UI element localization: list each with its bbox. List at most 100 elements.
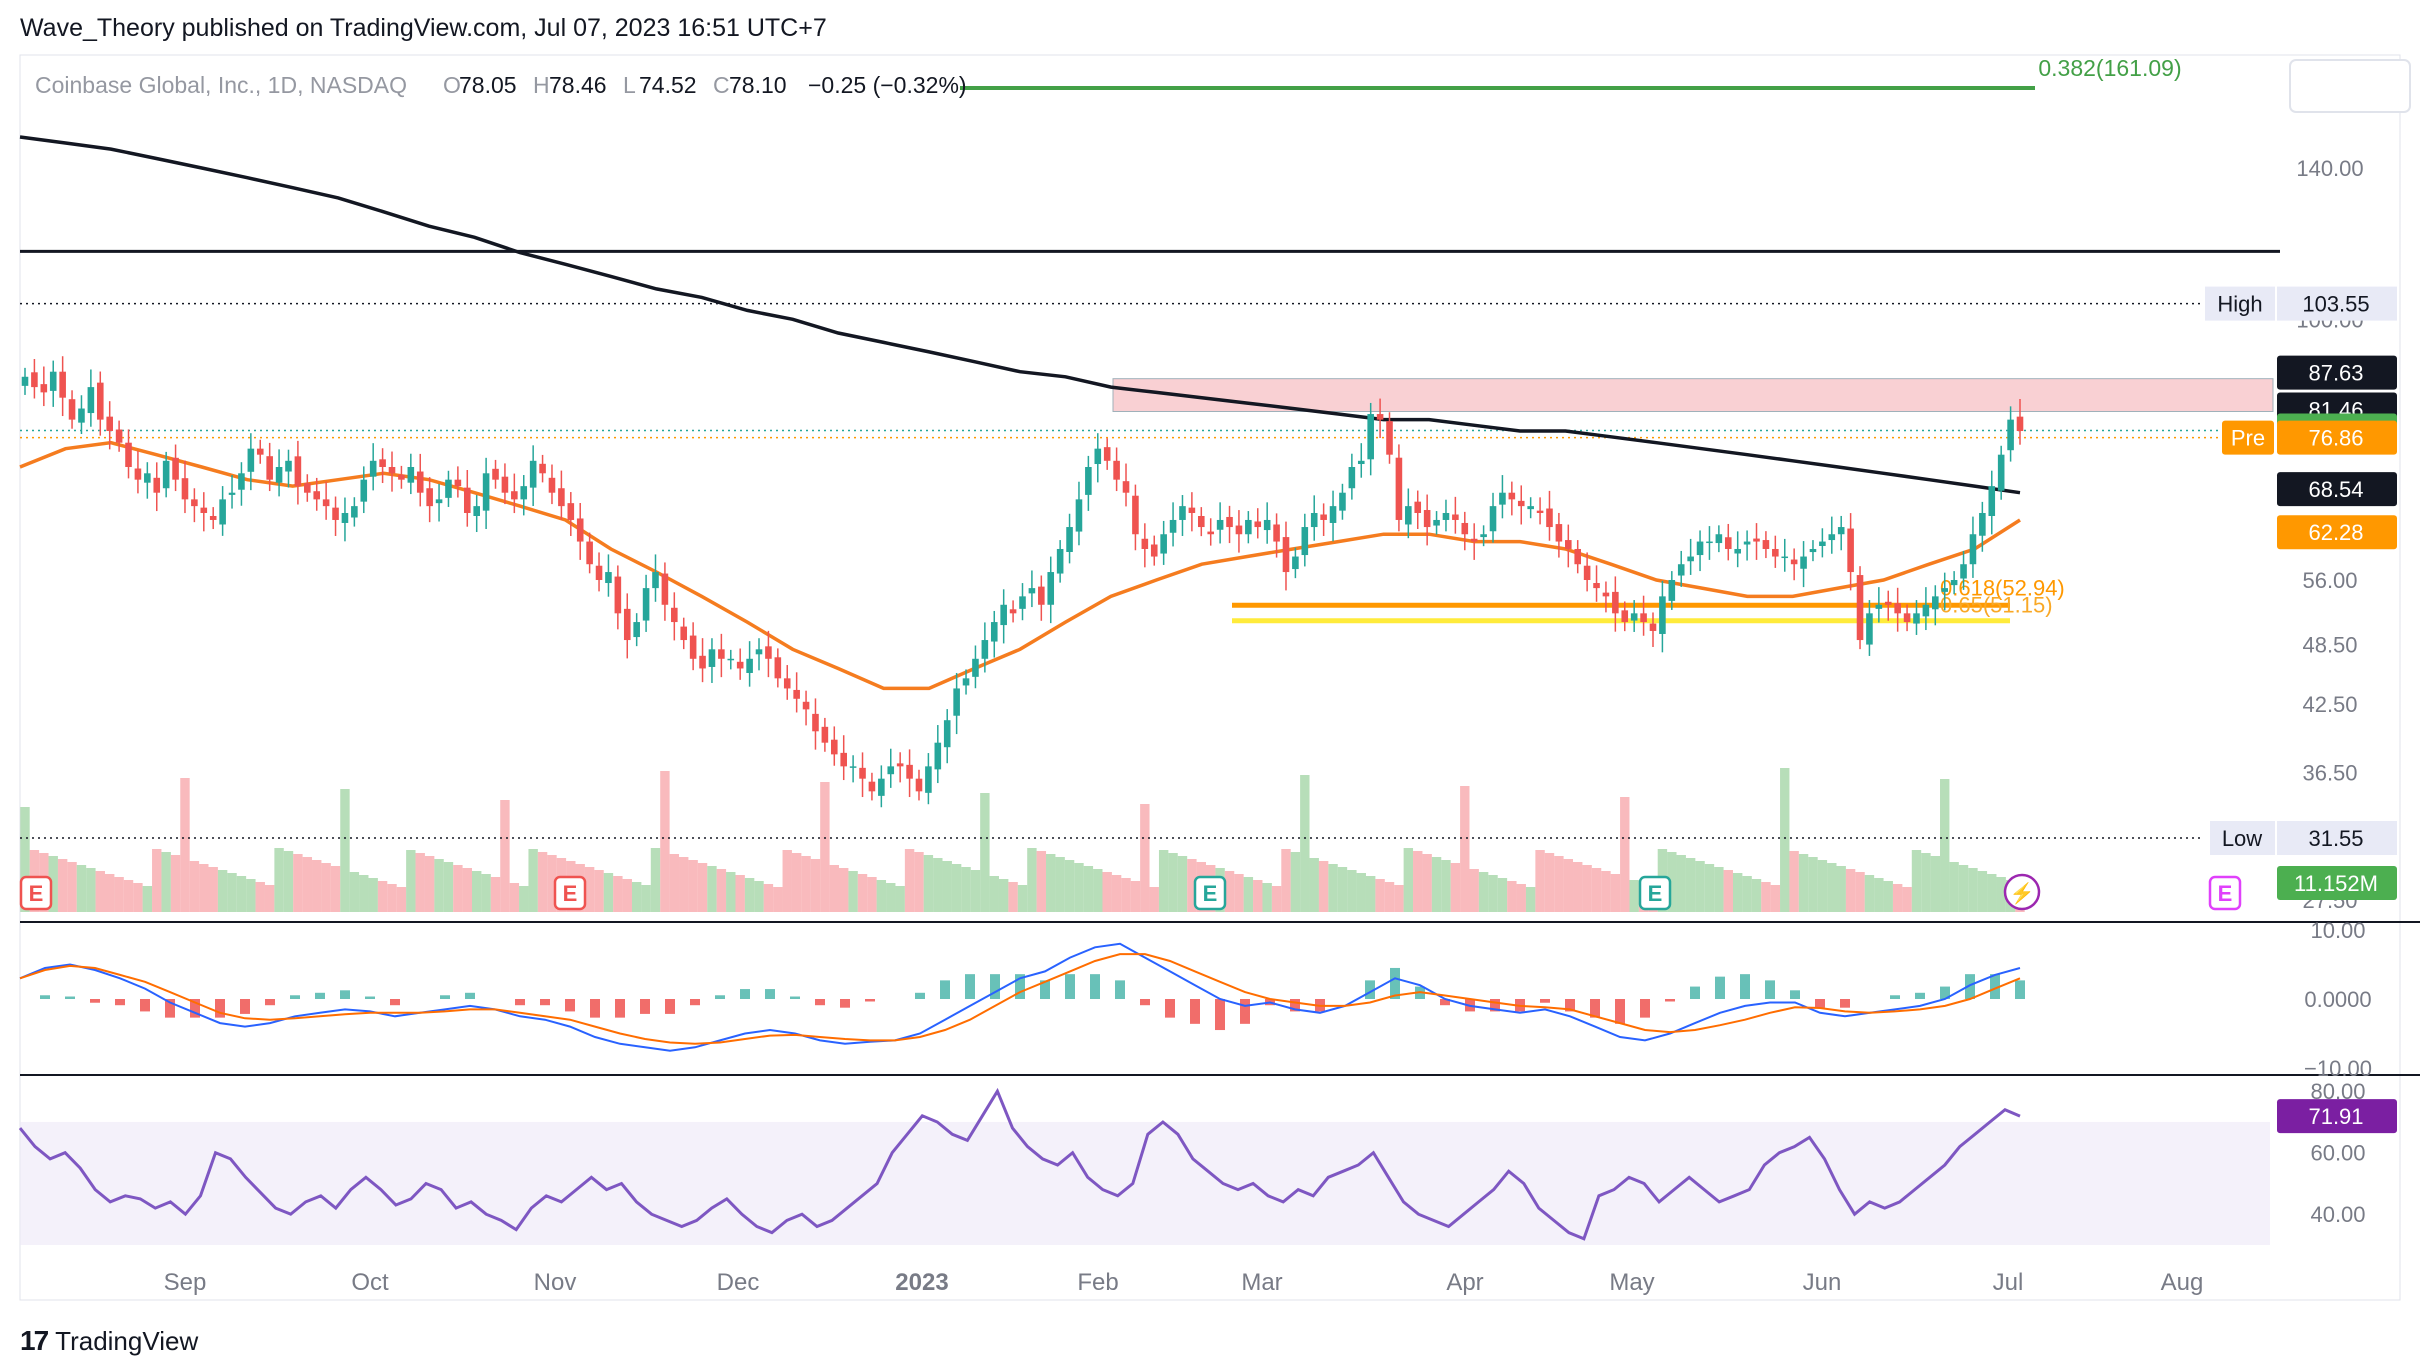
volume-bar	[820, 782, 830, 912]
candle-body	[1640, 613, 1647, 623]
volume-bar	[537, 852, 548, 912]
candle-body	[1696, 541, 1704, 556]
volume-bar	[1930, 856, 1941, 912]
volume-bar	[1817, 860, 1828, 912]
candle-body	[934, 742, 942, 770]
volume-bar	[1629, 880, 1639, 912]
candle-body	[1809, 548, 1817, 553]
volume-bar	[1911, 850, 1922, 912]
volume-bar	[443, 862, 454, 912]
volume-bar	[57, 859, 68, 912]
volume-bar	[613, 876, 623, 912]
volume-bar	[1780, 768, 1790, 912]
volume-bar	[1573, 862, 1583, 912]
candle-body	[793, 689, 800, 699]
candle-body	[736, 661, 744, 669]
volume-bar	[735, 875, 745, 912]
candle-body	[1348, 467, 1356, 489]
volume-bar	[801, 856, 811, 912]
volume-bar	[170, 855, 181, 912]
volume-bar	[1046, 854, 1056, 912]
price-tag-bg	[2277, 420, 2397, 455]
rsi-tag-bg	[2277, 1099, 2397, 1134]
ohlc-key: L	[623, 72, 636, 98]
earnings-marker	[19, 875, 53, 911]
volume-bar	[1582, 865, 1592, 912]
candle-body	[1075, 499, 1083, 532]
dividend-bolt-icon	[2003, 873, 2041, 911]
volume-bar	[1516, 884, 1526, 912]
macd-axis-label: 10.00	[2310, 918, 2365, 943]
volume-bar	[1384, 882, 1395, 912]
volume-bar	[594, 870, 604, 912]
volume-bar	[453, 865, 463, 912]
candle-body	[1461, 522, 1469, 535]
candle-body	[1169, 519, 1177, 533]
volume-bar	[1836, 866, 1846, 912]
candle-body	[351, 506, 358, 518]
macd-histogram-bar	[765, 989, 775, 999]
candle-body	[915, 778, 923, 792]
macd-histogram-bar	[565, 999, 575, 1012]
volume-bar	[951, 864, 962, 912]
candle-body	[144, 473, 151, 483]
candle-body	[1122, 481, 1130, 493]
chart-area[interactable]: 140.00100.0056.0048.5042.5036.5027.50Sep…	[0, 0, 2430, 1320]
volume-bar	[650, 848, 661, 912]
volume-bar	[152, 849, 162, 912]
candle-body	[1884, 601, 1892, 605]
macd-histogram-bar	[540, 999, 550, 1006]
volume-bar	[1855, 872, 1865, 912]
candle-body	[953, 688, 960, 716]
y-axis-tick-label: 56.00	[2302, 568, 2357, 593]
volume-bar	[1949, 862, 1959, 912]
volume-bar	[669, 854, 680, 912]
candle-body	[398, 474, 405, 480]
publisher-header: Wave_Theory published on TradingView.com…	[20, 14, 827, 42]
ma200-line	[19, 135, 2021, 495]
macd-histogram-bar	[1140, 999, 1150, 1006]
candle-body	[1583, 565, 1591, 581]
volume-bar	[1845, 869, 1856, 912]
candle-body	[1329, 506, 1337, 523]
volume-bar	[989, 876, 999, 912]
volume-tag-value: 11.152M	[2294, 871, 2378, 896]
macd-histogram-bar	[715, 995, 725, 999]
candle-body	[821, 726, 829, 743]
volume-bar	[67, 862, 77, 912]
candle-body	[925, 766, 932, 793]
candle-body	[1056, 548, 1064, 574]
candle-body	[294, 456, 302, 487]
candle-body	[1000, 604, 1007, 626]
macd-histogram-bar	[1390, 967, 1400, 999]
tradingview-logo[interactable]: 17 TradingView	[20, 1325, 198, 1357]
price-tag-value: 68.54	[2308, 477, 2363, 502]
candle-body	[1245, 519, 1252, 535]
scale-toggle-button[interactable]	[2289, 59, 2411, 113]
volume-bar	[1544, 853, 1555, 912]
volume-bar	[1422, 854, 1432, 912]
candle-body	[492, 468, 499, 480]
candle-body	[1602, 592, 1610, 597]
volume-bar	[519, 886, 529, 912]
volume-bar	[321, 863, 331, 912]
volume-bar	[1902, 887, 1912, 912]
candle-body	[1423, 510, 1431, 528]
candle-body	[1452, 514, 1459, 520]
volume-bar	[1187, 859, 1197, 912]
candle-body	[1668, 580, 1676, 601]
volume-bar	[1008, 882, 1018, 912]
rsi-axis-label: 40.00	[2310, 1202, 2365, 1227]
candle-body	[1320, 514, 1327, 520]
candle-body	[125, 442, 132, 468]
candle-body	[31, 372, 38, 388]
candle-body	[529, 460, 537, 488]
volume-bar	[1027, 848, 1037, 912]
candle-body	[78, 408, 85, 423]
candle-body	[1047, 572, 1055, 605]
macd-histogram-bar	[1090, 974, 1100, 999]
volume-bar	[1798, 854, 1809, 912]
volume-bar	[1695, 861, 1705, 912]
volume-bar	[838, 868, 849, 912]
volume-bar	[1968, 868, 1978, 912]
